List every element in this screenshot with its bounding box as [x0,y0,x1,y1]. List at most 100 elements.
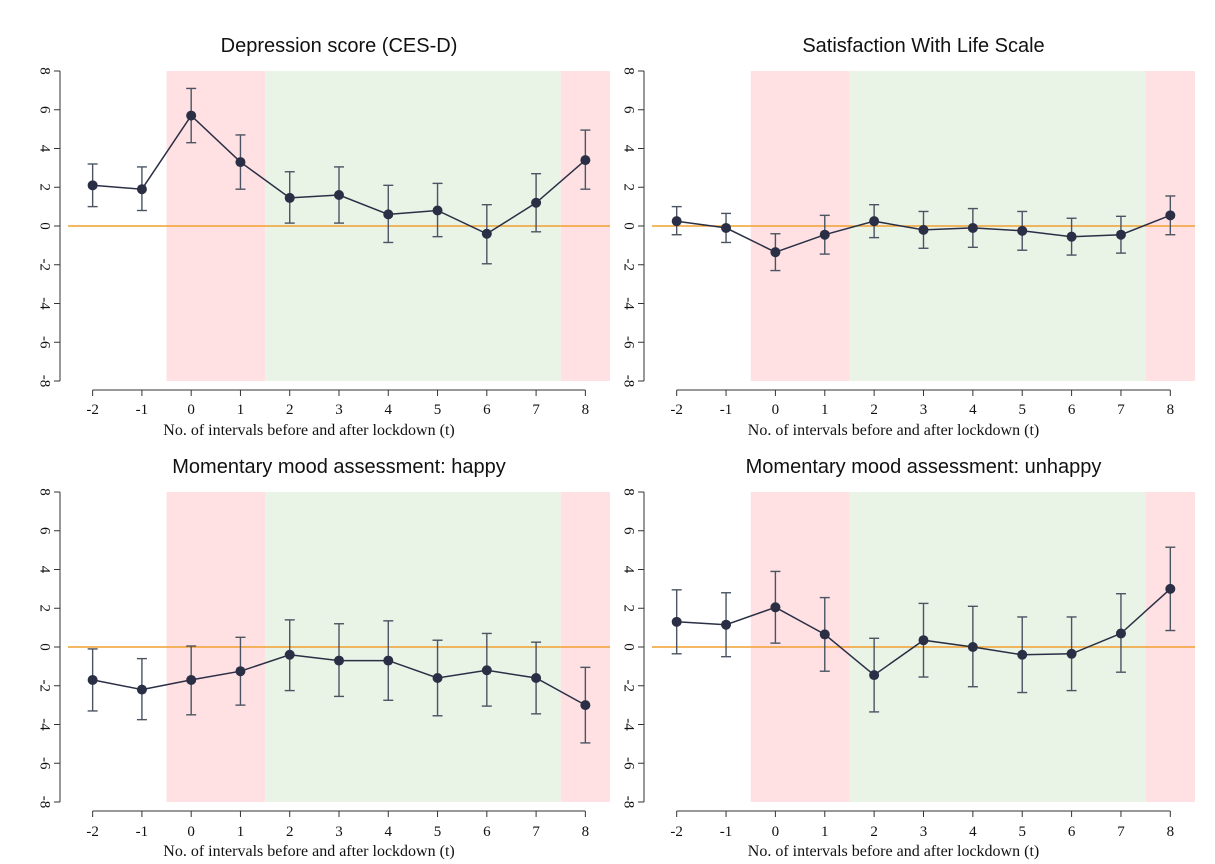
data-point [1115,229,1126,240]
y-tick-label: 2 [37,605,53,613]
x-axis-label: No. of intervals before and after lockdo… [748,843,1039,860]
x-tick-label: -1 [720,824,733,840]
y-tick-label: -2 [621,259,637,272]
y-tick-label: 4 [621,566,637,574]
x-tick-label: 7 [532,402,540,418]
data-point [284,649,295,660]
data-point [580,700,591,711]
x-tick-label: 2 [870,824,878,840]
data-point [770,247,781,258]
chart-title: Satisfaction With Life Scale [802,35,1044,57]
chart-mood-unhappy: Momentary mood assessment: unhappy -8 -6 -4… [621,456,1195,860]
x-tick-label: 1 [237,824,245,840]
x-tick-label: 0 [772,824,780,840]
data-point [721,619,732,630]
x-tick-label: 1 [821,402,829,418]
y-tick-label: -6 [621,757,637,770]
x-tick-label: -2 [670,402,683,418]
data-point [918,224,929,235]
data-point [531,673,542,683]
data-point [580,155,591,166]
data-point [186,110,197,121]
data-point [671,216,682,227]
y-tick-label: -8 [37,796,53,809]
data-point [967,222,978,233]
data-point [432,205,443,216]
y-tick-label: -8 [621,796,637,809]
x-tick-label: 8 [1167,824,1175,840]
x-tick-label: 4 [969,402,977,418]
x-tick-label: 5 [1018,402,1026,418]
x-tick-label: 7 [1117,824,1125,840]
x-tick-label: 5 [1018,824,1026,840]
x-tick-label: 0 [187,824,195,840]
x-tick-label: 2 [870,402,878,418]
x-tick-label: 1 [821,824,829,840]
x-tick-label: 3 [335,402,343,418]
y-tick-label: 0 [621,643,637,651]
x-tick-label: 0 [187,402,195,418]
data-point [531,197,542,208]
x-tick-label: 5 [434,824,442,840]
chart-depression-score: Depression score (CES-D) -8 -6 -4 -2 0 2 4 6 8 -2 -… [37,35,610,439]
chart-title: Depression score (CES-D) [221,35,458,57]
y-tick-label: -4 [37,297,53,310]
data-point [235,666,246,677]
data-point [1165,583,1176,594]
y-tick-label: 0 [621,222,637,230]
x-tick-label: -1 [136,824,149,840]
y-tick-label: -4 [621,297,637,310]
y-tick-label: 6 [37,106,53,114]
data-point [87,674,98,685]
y-tick-label: 2 [37,184,53,192]
data-point [334,190,344,200]
x-tick-label: 6 [1068,824,1076,840]
y-tick-label: -4 [621,718,637,731]
y-tick-label: 4 [37,145,53,153]
y-tick-label: -6 [37,336,53,349]
data-point [481,228,492,239]
chart-title: Momentary mood assessment: unhappy [746,456,1102,478]
x-tick-label: 6 [1068,402,1076,418]
x-tick-label: 2 [286,824,294,840]
y-tick-label: -2 [37,259,53,272]
data-point [819,229,830,240]
data-point [671,616,682,627]
data-point [869,670,880,681]
x-tick-label: 3 [335,824,343,840]
data-point [819,629,830,640]
data-point [721,222,732,233]
data-point [1066,648,1077,659]
data-point [284,192,295,203]
y-tick-label: -2 [37,680,53,693]
y-tick-label: 6 [621,527,637,535]
y-tick-label: 6 [37,527,53,535]
x-tick-label: 5 [434,402,442,418]
y-tick-label: 2 [621,184,637,192]
y-tick-label: 6 [621,106,637,114]
y-tick-label: 8 [37,488,53,496]
x-tick-label: 7 [532,824,540,840]
data-point [1066,231,1077,242]
chart-mood-happy: Momentary mood assessment: happy -8 -6 -4 -2… [37,456,610,860]
data-point [334,655,344,666]
data-point [770,602,781,613]
data-point [87,180,98,191]
y-tick-label: -8 [621,375,637,388]
data-point [235,157,246,168]
x-tick-label: 6 [483,824,491,840]
y-tick-label: 2 [621,605,637,613]
data-point [186,674,197,685]
data-point [432,673,443,683]
x-tick-label: 8 [582,402,590,418]
data-point [1017,649,1028,660]
chart-satisfaction-with-life: Satisfaction With Life Scale -8 -6 -4 -2 0 2 4 6… [621,35,1195,439]
x-tick-label: -2 [86,824,99,840]
x-axis-label: No. of intervals before and after lockdo… [163,422,454,439]
data-point [1115,628,1126,639]
y-tick-label: 0 [37,222,53,230]
x-tick-label: 8 [1167,402,1175,418]
y-tick-label: -6 [37,757,53,770]
y-tick-label: -6 [621,336,637,349]
